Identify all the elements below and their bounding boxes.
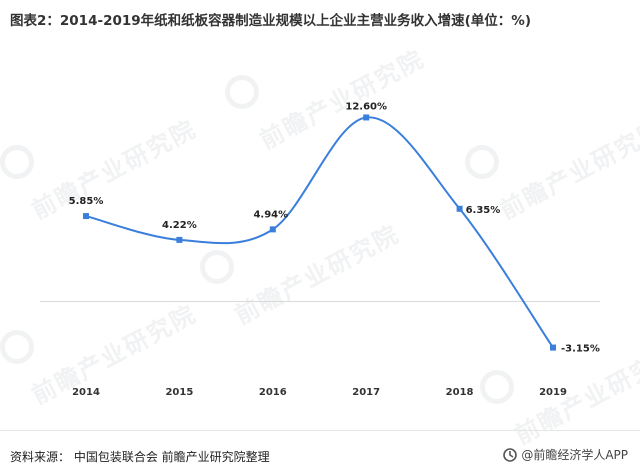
data-point-2015	[176, 236, 183, 243]
chart-title: 图表2：2014-2019年纸和纸板容器制造业规模以上企业主营业务收入增速(单位…	[10, 13, 532, 29]
data-label-2014: 5.85%	[69, 196, 104, 207]
data-point-2018	[456, 205, 463, 212]
data-point-2014	[83, 213, 89, 220]
series-line	[85, 116, 554, 349]
data-label-2019: -3.15%	[561, 344, 600, 355]
data-point-2016	[269, 226, 276, 233]
source-note: 资料来源： 中国包装联合会 前瞻产业研究院整理	[10, 450, 270, 464]
brand-credit: @前瞻经济学人APP	[503, 446, 628, 463]
brand-logo-icon	[503, 447, 518, 462]
data-label-2018: 6.35%	[466, 205, 501, 216]
data-label-2015: 4.22%	[162, 220, 197, 231]
data-label-2016: 4.94%	[253, 209, 288, 220]
x-axis-tick-labels: 2014 2015 2016 2017 2018 2019	[72, 387, 567, 398]
data-label-2017: 12.60%	[345, 101, 387, 112]
x-tick-label-2015: 2015	[165, 387, 193, 398]
x-tick-label-2019: 2019	[539, 387, 567, 398]
data-labels: 5.85% 4.22% 4.94% 12.60% 6.35% -3.15%	[69, 101, 600, 354]
data-markers	[83, 114, 556, 351]
data-point-2017	[363, 114, 370, 121]
x-tick-label-2016: 2016	[259, 387, 287, 398]
data-point-2019	[550, 344, 556, 351]
brand-text: @前瞻经济学人APP	[521, 448, 628, 462]
footer-divider	[0, 430, 640, 431]
line-chart: 5.85%4.22%4.94%12.60%6.35%-3.15% 2014 201…	[40, 101, 600, 398]
x-tick-label-2018: 2018	[446, 387, 474, 398]
x-tick-label-2017: 2017	[352, 387, 380, 398]
x-tick-label-2014: 2014	[72, 387, 100, 398]
